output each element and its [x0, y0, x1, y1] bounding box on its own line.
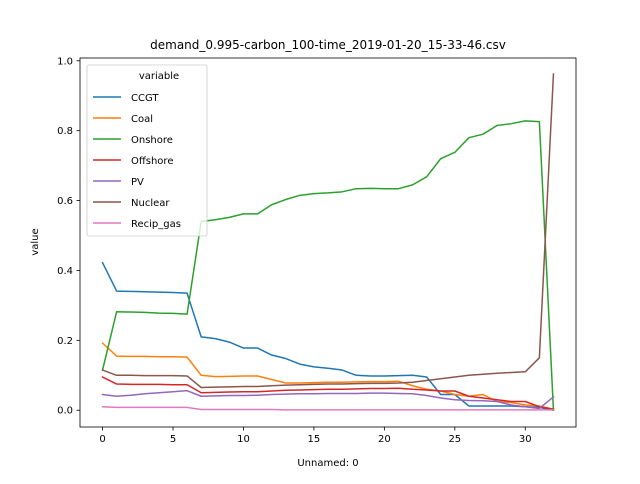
x-tick-label: 5 — [170, 434, 176, 445]
y-tick-label: 0.2 — [57, 336, 73, 347]
series-line-onshore — [101, 120, 555, 412]
legend-label: PV — [131, 177, 144, 188]
legend-title: variable — [139, 71, 179, 82]
series-line-offshore — [101, 376, 555, 411]
y-tick-label: 1.0 — [57, 56, 73, 67]
plot-frame — [79, 57, 577, 428]
legend-label: Offshore — [131, 156, 173, 167]
x-tick-label: 20 — [378, 434, 391, 445]
chart-title: demand_0.995-carbon_100-time_2019-01-20_… — [150, 38, 506, 52]
y-tick-label: 0.6 — [57, 196, 73, 207]
x-axis: 0 5 10 15 20 25 30 — [99, 427, 532, 445]
x-tick-label: 25 — [448, 434, 461, 445]
legend-frame — [86, 64, 208, 237]
legend-label: Coal — [131, 114, 153, 125]
legend-label: Onshore — [131, 135, 173, 146]
legend-label: Nuclear — [131, 198, 170, 209]
x-tick-label: 30 — [519, 434, 532, 445]
x-axis-label: Unnamed: 0 — [297, 458, 358, 469]
plot-lines — [101, 73, 555, 412]
y-axis: 0.0 0.2 0.4 0.6 0.8 1.0 — [57, 56, 80, 417]
legend: variable CCGT Coal Onshore Offshore PV Nuclea… — [86, 64, 208, 237]
x-tick-label: 10 — [237, 434, 250, 445]
legend-entries: CCGT Coal Onshore Offshore PV Nuclear Recip_ga… — [93, 93, 181, 230]
legend-label: CCGT — [131, 93, 159, 104]
series-line-nuclear — [101, 73, 555, 389]
series-line-recip-gas — [101, 405, 555, 411]
series-line-coal — [101, 342, 555, 411]
y-axis-label: value — [30, 228, 41, 255]
y-tick-label: 0.0 — [57, 406, 73, 417]
y-tick-label: 0.8 — [57, 126, 73, 137]
legend-label: Recip_gas — [131, 219, 181, 230]
x-tick-label: 0 — [99, 434, 105, 445]
x-tick-label: 15 — [308, 434, 321, 445]
series-line-pv — [101, 389, 555, 410]
y-tick-label: 0.4 — [57, 266, 73, 277]
series-line-ccgt — [101, 261, 555, 412]
